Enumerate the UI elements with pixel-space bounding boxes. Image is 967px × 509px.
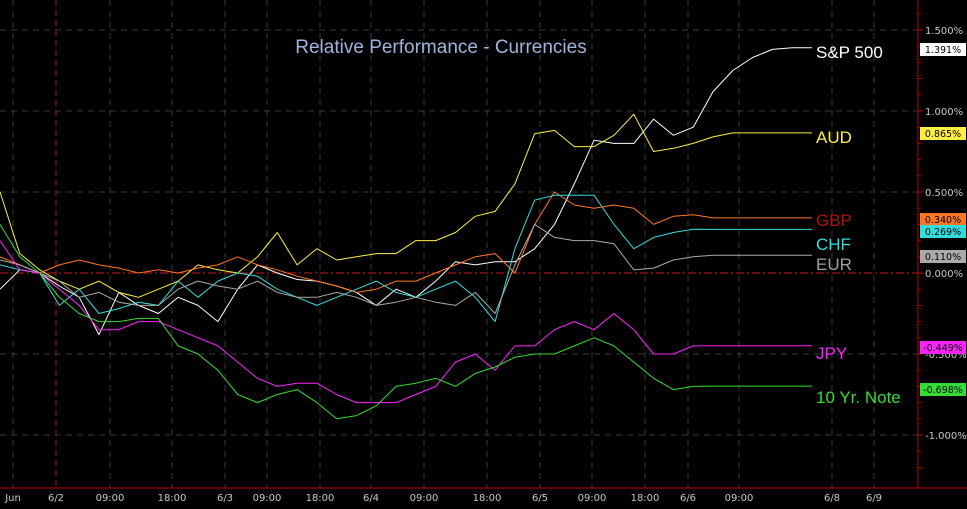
x-tick-label: 09:00 bbox=[253, 493, 282, 504]
value-tag-chf bbox=[920, 225, 966, 238]
value-tag-text-eur: 0.110% bbox=[925, 252, 961, 263]
series-label-aud: AUD bbox=[816, 128, 852, 147]
label-layer: S&P 500 1.391% AUD 0.865% GBP 0.340% CHF 0.269%… bbox=[816, 43, 966, 407]
series-label-gbp: GBP bbox=[816, 211, 852, 230]
y-tick-label: -1.000% bbox=[925, 431, 967, 442]
value-tag-text-jpy: -0.449% bbox=[923, 343, 963, 354]
series-label-10-yr-note: 10 Yr. Note bbox=[816, 388, 901, 407]
grid-layer bbox=[0, 0, 918, 488]
value-tag-gbp bbox=[920, 213, 966, 226]
value-tag-aud bbox=[920, 127, 966, 140]
x-tick-label: 6/2 bbox=[48, 493, 64, 504]
series-label-eur: EUR bbox=[816, 255, 852, 274]
y-tick-label: 0.500% bbox=[925, 188, 963, 199]
x-tick-label: 09:00 bbox=[578, 493, 607, 504]
x-tick-label: Jun bbox=[4, 493, 21, 504]
x-tick-label: 09:00 bbox=[725, 493, 754, 504]
value-tag-text-gbp: 0.340% bbox=[925, 215, 961, 226]
value-tag-text-chf: 0.269% bbox=[925, 227, 961, 238]
x-tick-label: 18:00 bbox=[473, 493, 502, 504]
series-line-eur bbox=[0, 223, 812, 314]
y-tick-label: 0.000% bbox=[925, 269, 963, 280]
x-tick-label: 6/3 bbox=[217, 493, 233, 504]
value-tag-text-10-yr-note: -0.698% bbox=[923, 385, 963, 396]
series-line-jpy bbox=[0, 240, 812, 404]
value-tag-s-p-500 bbox=[920, 43, 966, 56]
series-line-gbp bbox=[0, 191, 812, 293]
x-tick-label: 6/9 bbox=[866, 493, 882, 504]
x-tick-label: 6/8 bbox=[824, 493, 840, 504]
series-line-chf bbox=[0, 194, 812, 323]
value-tag-eur bbox=[920, 250, 966, 263]
x-tick-label: 6/6 bbox=[680, 493, 696, 504]
series-line-aud bbox=[0, 113, 812, 298]
value-tag-text-s-p-500: 1.391% bbox=[925, 45, 961, 56]
value-tag-10-yr-note bbox=[920, 383, 966, 396]
value-tag-text-aud: 0.865% bbox=[925, 129, 961, 140]
x-tick-label: 18:00 bbox=[306, 493, 335, 504]
value-tag-jpy bbox=[920, 341, 966, 354]
x-tick-label: 6/5 bbox=[532, 493, 548, 504]
x-tick-label: 09:00 bbox=[96, 493, 125, 504]
series-label-s-p-500: S&P 500 bbox=[816, 43, 883, 62]
x-tick-label: 6/4 bbox=[363, 493, 379, 504]
x-tick-label: 09:00 bbox=[410, 493, 439, 504]
series-label-jpy: JPY bbox=[816, 344, 847, 363]
y-tick-label: 1.000% bbox=[925, 107, 963, 118]
series-label-chf: CHF bbox=[816, 235, 851, 254]
series-line-s-p-500 bbox=[0, 47, 813, 336]
y-tick-label: -0.500% bbox=[925, 350, 967, 361]
series-line-10-yr-note bbox=[0, 224, 812, 420]
x-tick-label: 18:00 bbox=[631, 493, 660, 504]
x-tick-label: 18:00 bbox=[158, 493, 187, 504]
y-tick-label: 1.500% bbox=[925, 26, 963, 37]
chart-title: Relative Performance - Currencies bbox=[295, 37, 586, 58]
series-layer bbox=[0, 47, 813, 420]
